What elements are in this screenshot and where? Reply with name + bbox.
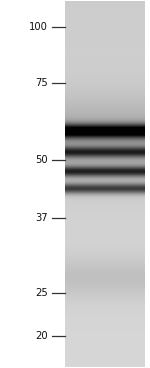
Text: 37: 37 (35, 213, 48, 223)
Text: 100: 100 (29, 22, 48, 32)
Text: 75: 75 (35, 78, 48, 88)
Text: 25: 25 (35, 289, 48, 298)
Text: 20: 20 (35, 331, 48, 341)
Text: 50: 50 (35, 155, 48, 166)
